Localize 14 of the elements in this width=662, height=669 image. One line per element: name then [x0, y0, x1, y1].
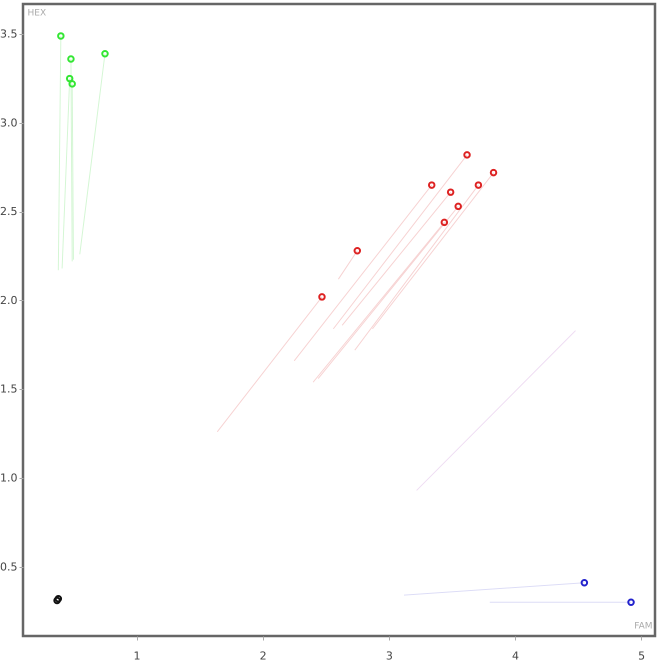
x-tick-label: 5	[638, 650, 646, 662]
y-tick-label: 1.5	[0, 382, 18, 396]
x-tick-label: 1	[134, 650, 141, 662]
x-tick-label: 4	[512, 650, 519, 662]
y-axis-title: HEX	[28, 8, 46, 18]
y-tick-label: 2.5	[0, 205, 18, 218]
y-tick-label: 0.5	[0, 560, 18, 574]
y-tick-label: 2.0	[0, 294, 18, 307]
x-tick-label: 2	[260, 650, 267, 662]
x-axis-title: FAM	[634, 622, 652, 632]
y-tick-label: 1.0	[0, 472, 18, 484]
y-tick-label: 3.0	[0, 116, 18, 130]
y-tick-label: 3.5	[0, 28, 18, 41]
x-tick-label: 3	[386, 650, 393, 662]
